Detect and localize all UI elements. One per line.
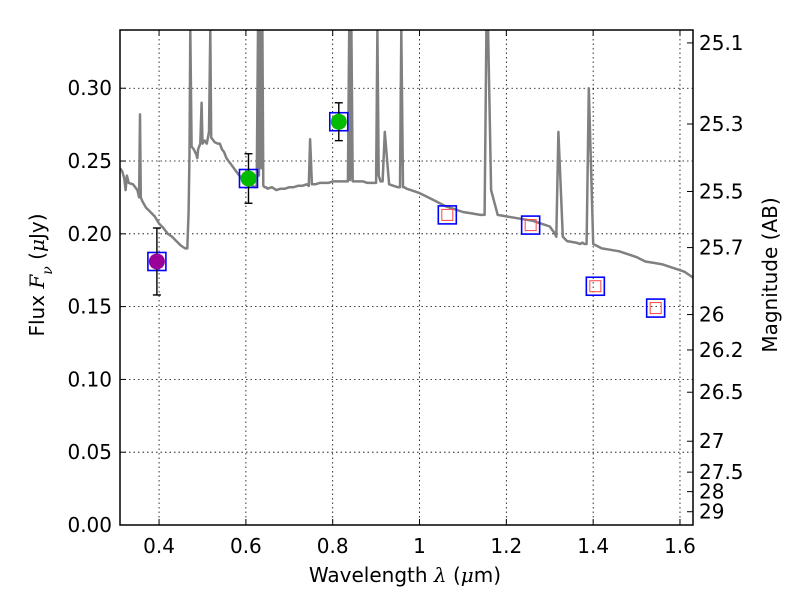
mag-tick-label: 29 [699,500,724,524]
axis-ticks [120,30,693,526]
mag-tick-label: 26.5 [699,380,744,404]
x-tick-label: 1.4 [577,534,609,558]
y-axis-subscript: ν [40,266,56,275]
x-tick-label: 1.6 [664,534,696,558]
mag-tick-label: 25.3 [699,112,744,136]
x-axis-unit-open: ( [453,563,461,587]
y-tick-label: 0.25 [67,149,112,173]
x-tick-label: 0.8 [317,534,349,558]
spectrum-series [120,30,693,279]
y-axis-title: Flux Fν (μJy) [25,213,56,336]
y-tick-label: 0.30 [67,76,112,100]
x-axis-lambda: λ [433,563,447,587]
mag-tick-label: 26.2 [699,338,744,362]
y-tick-label: 0.05 [67,440,112,464]
mag-tick-label: 25.7 [699,236,744,260]
model-point-box [520,215,541,235]
x-tick-label: 1 [413,534,426,558]
tick-labels: 0.4 0.6 0.8 1 1.2 1.4 1.6 0.00 0.05 0.10 0.15 0.20 0… [67,31,743,558]
y-axis-unit-close: ) [25,213,49,221]
observed-point [148,253,165,270]
model-point-inner [589,280,602,293]
model-point-box [585,276,606,297]
model-point-inner [649,302,662,315]
x-axis-unit-mu: μ [461,563,474,587]
y-tick-label: 0.10 [67,367,112,391]
y-axis-title-prefix: Flux [25,295,49,337]
x-tick-label: 0.4 [143,534,175,558]
y-axis-unit-open: ( [25,252,49,260]
y-tick-label: 0.20 [67,222,112,246]
y-axis-unit-mu: μ [25,239,49,252]
y-axis-symbol: F [25,274,49,290]
model-point-box [437,205,458,225]
plot-frame [119,29,694,526]
mag-tick-label: 27.5 [699,460,744,484]
observed-point [330,113,347,130]
x-tick-label: 1.2 [490,534,522,558]
right-axis-title: Magnitude (AB) [758,197,782,352]
model-point-box [645,298,666,318]
mag-tick-label: 27 [699,429,724,453]
y-tick-label: 0.15 [67,295,112,319]
y-tick-label: 0.00 [67,513,112,537]
data-points [147,102,666,318]
x-axis-title: Wavelength λ (μm) [309,563,501,587]
mag-tick-label: 28 [699,480,724,504]
x-tick-label: 0.6 [230,534,262,558]
observed-point [240,170,257,187]
mag-tick-label: 25.5 [699,179,744,203]
spectrum-line [120,30,693,279]
y-axis-unit-rest: Jy [25,221,49,241]
model-point-inner [441,208,454,221]
mag-tick-label: 26 [699,303,724,327]
grid [120,30,693,525]
x-axis-unit-rest: m) [474,563,501,587]
x-axis-title-prefix: Wavelength [309,563,428,587]
model-point-inner [524,219,537,232]
mag-tick-label: 25.1 [699,31,744,55]
